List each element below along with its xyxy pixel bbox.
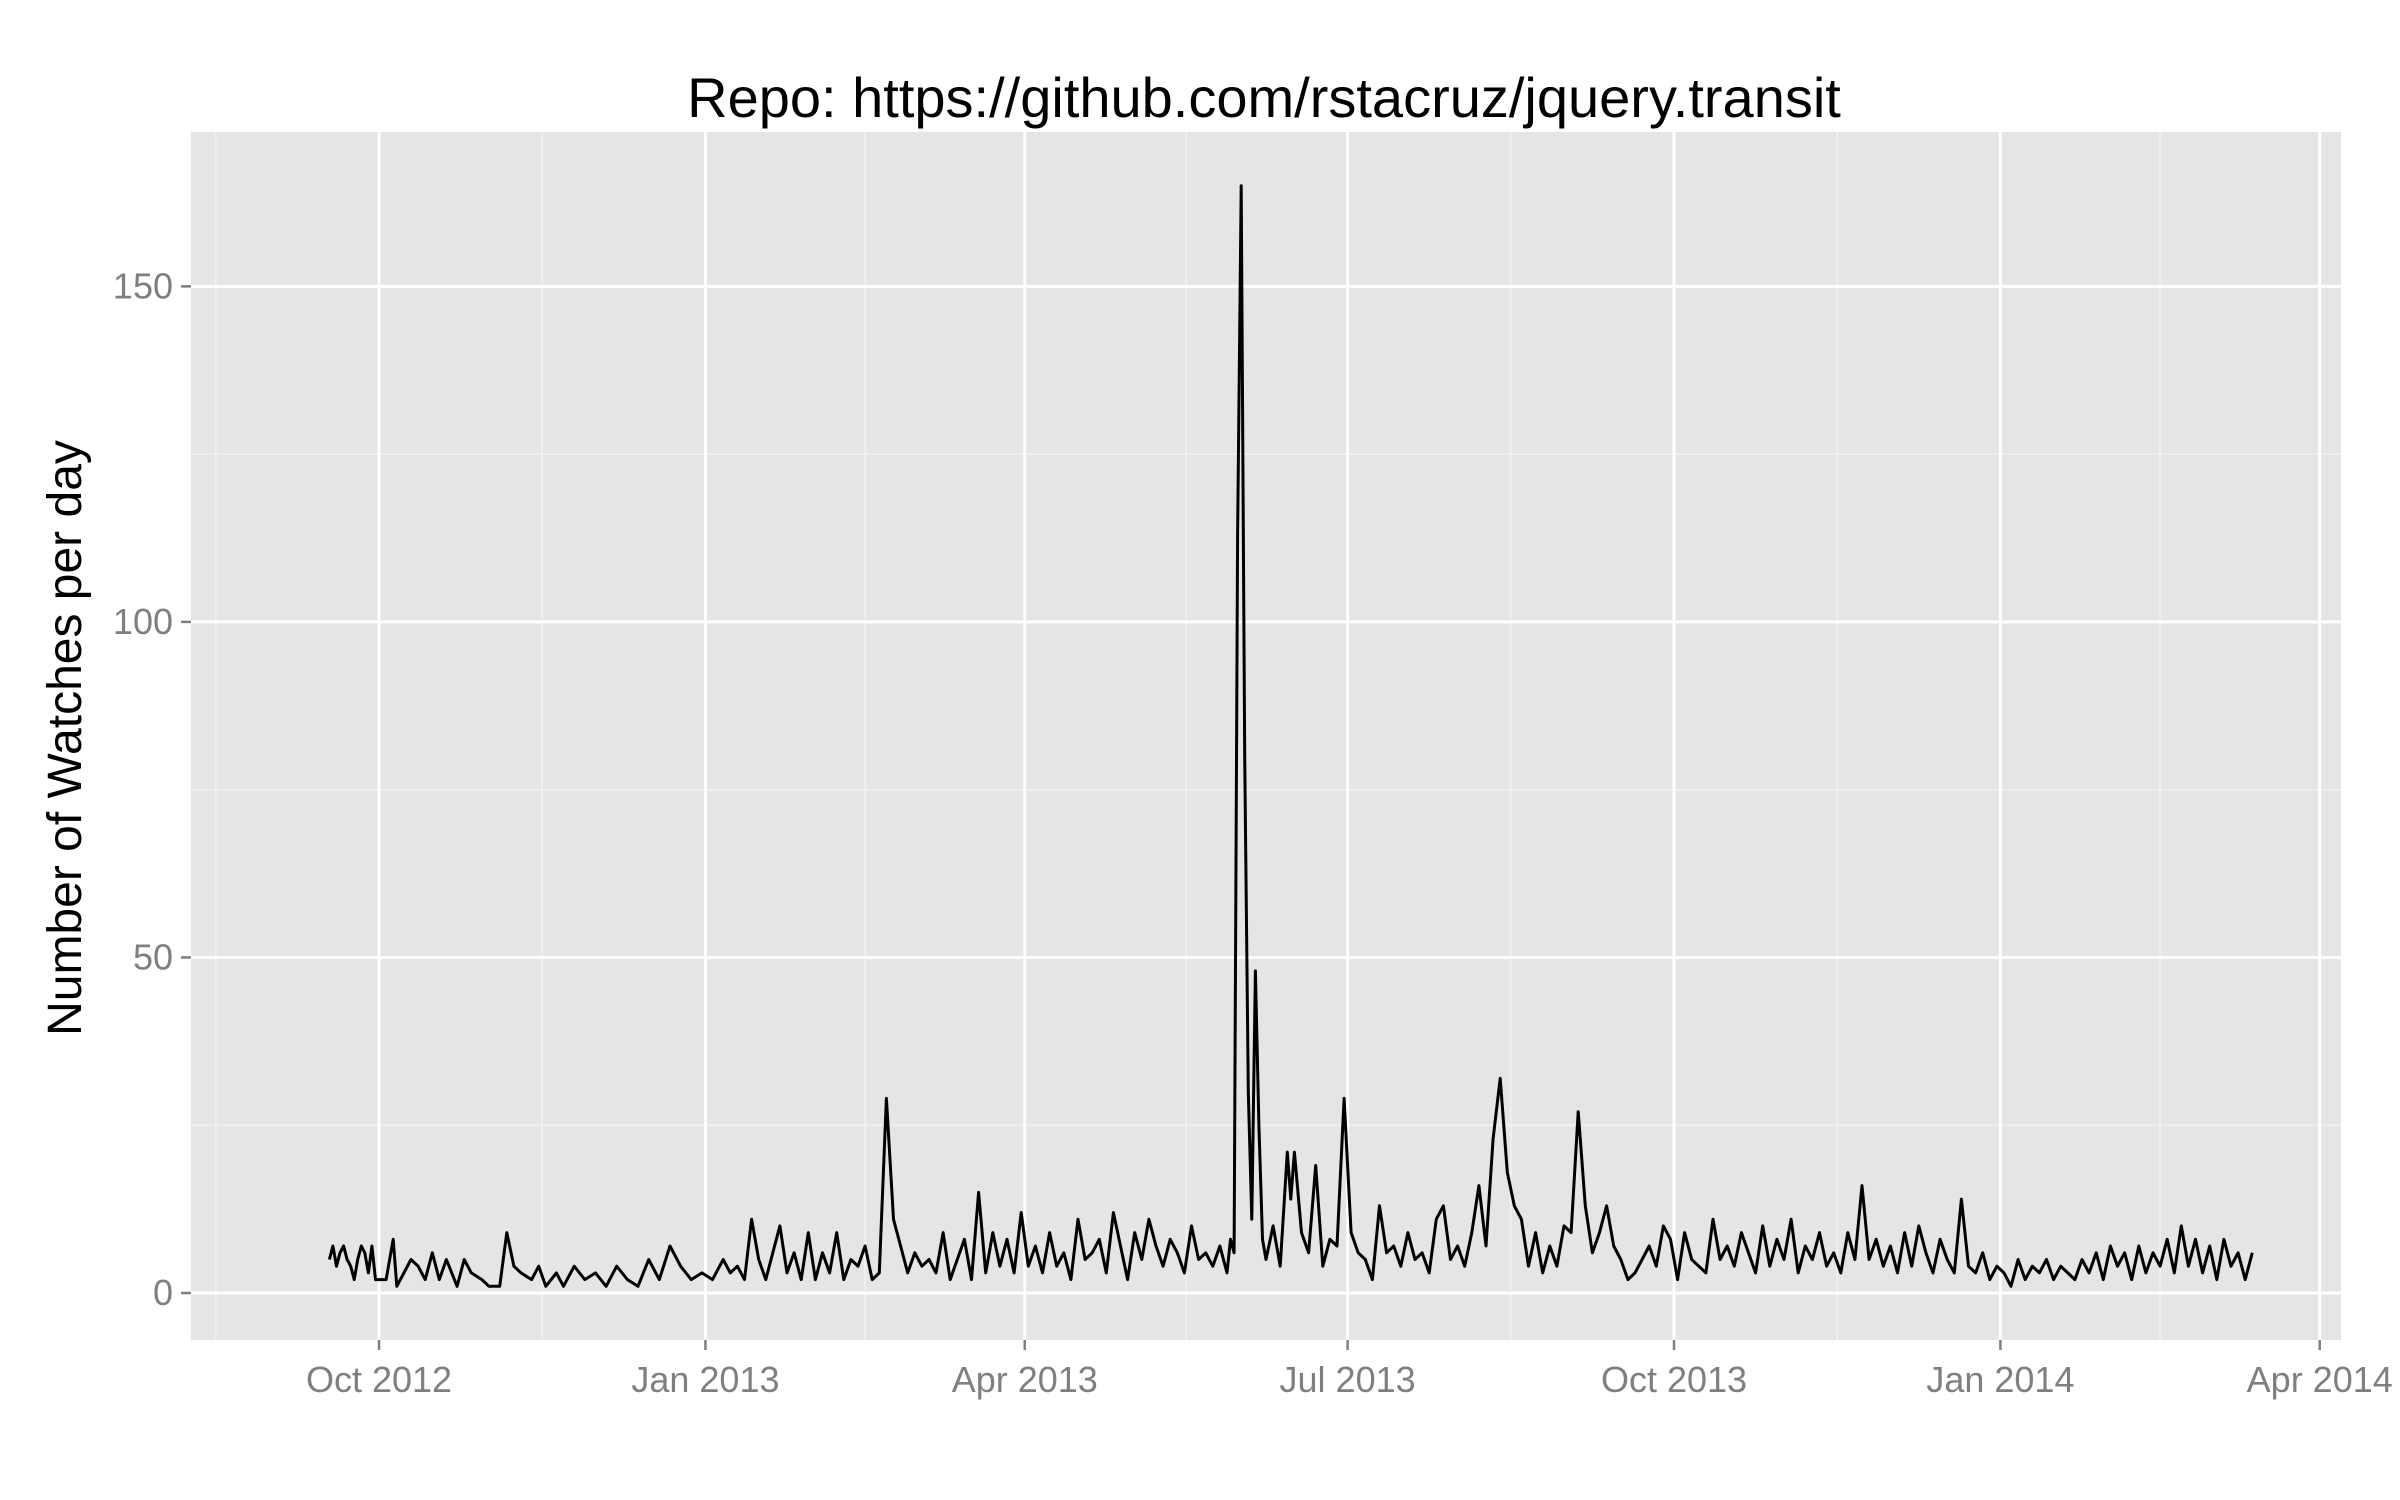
y-tick-label: 0	[153, 1272, 173, 1313]
x-tick-label: Oct 2013	[1601, 1359, 1747, 1400]
y-tick-label: 100	[113, 601, 173, 642]
x-tick-label: Jan 2014	[1926, 1359, 2074, 1400]
x-tick-label: Apr 2014	[2247, 1359, 2393, 1400]
y-tick-label: 150	[113, 265, 173, 306]
y-axis: 0 50 100 150	[113, 265, 191, 1313]
x-tick-label: Jan 2013	[631, 1359, 779, 1400]
x-tick-label: Apr 2013	[952, 1359, 1098, 1400]
watches-series-line	[327, 184, 2254, 1288]
plot-panel	[191, 132, 2341, 1340]
minor-gridlines	[191, 132, 2341, 1340]
x-axis: Oct 2012 Jan 2013 Apr 2013 Jul 2013 Oct 2013…	[306, 1340, 2393, 1400]
x-tick-label: Oct 2012	[306, 1359, 452, 1400]
x-tick-label: Jul 2013	[1280, 1359, 1416, 1400]
chart-title: Repo: https://github.com/rstacruz/jquery…	[687, 66, 1841, 129]
y-axis-label: Number of Watches per day	[39, 440, 92, 1036]
y-tick-label: 50	[133, 936, 173, 977]
